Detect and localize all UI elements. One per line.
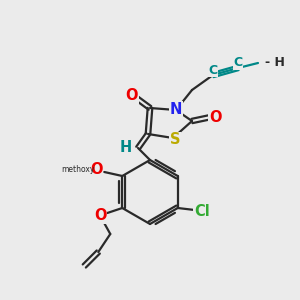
Text: O: O	[90, 163, 103, 178]
Text: O: O	[94, 208, 106, 224]
Text: S: S	[170, 133, 180, 148]
Text: O: O	[209, 110, 221, 124]
Text: H: H	[120, 140, 132, 154]
Text: C: C	[208, 64, 217, 76]
Text: methoxy: methoxy	[61, 164, 95, 173]
Text: N: N	[170, 101, 182, 116]
Text: Cl: Cl	[194, 203, 210, 218]
Text: - H: - H	[265, 56, 285, 68]
Text: O: O	[126, 88, 138, 104]
Text: C: C	[233, 56, 243, 70]
